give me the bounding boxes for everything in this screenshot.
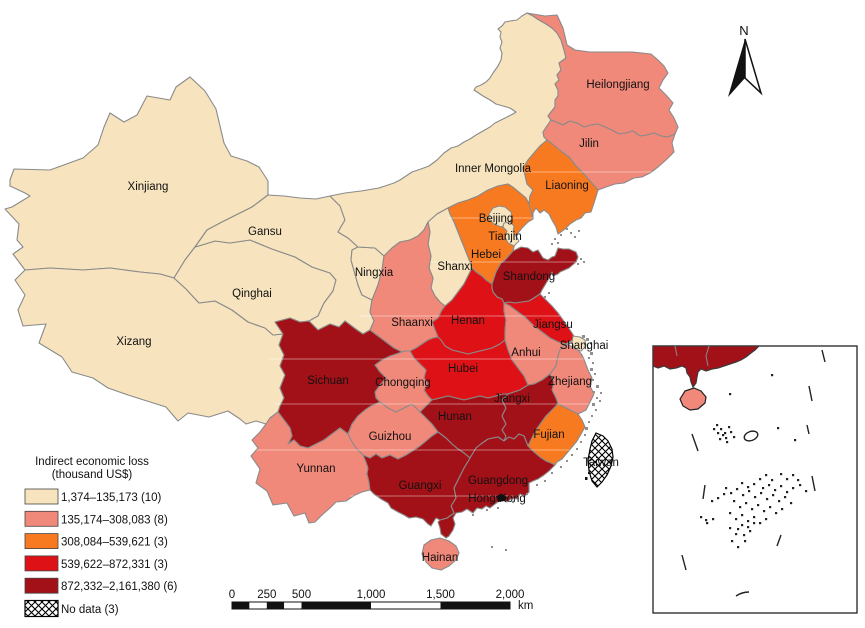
svg-text:Shanxi: Shanxi [437, 261, 472, 273]
svg-text:Sichuan: Sichuan [307, 375, 349, 387]
svg-text:Jiangsu: Jiangsu [533, 319, 573, 331]
svg-text:Guizhou: Guizhou [369, 431, 412, 443]
svg-text:(thousand US$): (thousand US$) [52, 469, 133, 481]
svg-text:km: km [518, 600, 533, 612]
svg-text:Guangxi: Guangxi [399, 480, 442, 492]
svg-text:Chongqing: Chongqing [375, 377, 431, 389]
svg-text:Ningxia: Ningxia [355, 267, 394, 279]
svg-text:Fujian: Fujian [533, 429, 564, 441]
svg-text:Jiangxi: Jiangxi [494, 393, 530, 405]
svg-text:Shanghai: Shanghai [560, 340, 609, 352]
svg-text:2,000: 2,000 [496, 589, 525, 601]
svg-text:Hunan: Hunan [438, 411, 472, 423]
svg-text:Xinjiang: Xinjiang [128, 181, 169, 193]
svg-text:250: 250 [257, 589, 276, 601]
svg-text:Taiwan: Taiwan [583, 457, 619, 469]
svg-text:Hebei: Hebei [471, 249, 501, 261]
svg-text:500: 500 [292, 589, 311, 601]
svg-text:Hong Kong: Hong Kong [468, 493, 526, 505]
svg-text:Zhejiang: Zhejiang [548, 376, 592, 388]
svg-text:Tianjin: Tianjin [488, 231, 521, 243]
svg-text:Indirect economic loss: Indirect economic loss [35, 456, 149, 468]
svg-text:0: 0 [229, 589, 235, 601]
svg-text:135,174–308,083 (8): 135,174–308,083 (8) [61, 514, 168, 526]
svg-text:539,622–872,331 (3): 539,622–872,331 (3) [61, 559, 168, 571]
svg-text:Hainan: Hainan [422, 552, 458, 564]
svg-text:872,332–2,161,380 (6): 872,332–2,161,380 (6) [61, 581, 178, 593]
svg-text:Shaanxi: Shaanxi [391, 317, 433, 329]
svg-text:Henan: Henan [451, 315, 485, 327]
svg-text:No data (3): No data (3) [61, 604, 119, 616]
svg-text:Jilin: Jilin [579, 138, 599, 150]
svg-text:Inner Mongolia: Inner Mongolia [455, 163, 532, 175]
svg-text:Hubei: Hubei [448, 363, 478, 375]
svg-text:Liaoning: Liaoning [545, 180, 588, 192]
svg-text:1,000: 1,000 [357, 589, 386, 601]
svg-text:1,374–135,173 (10): 1,374–135,173 (10) [61, 492, 162, 504]
svg-text:1,500: 1,500 [426, 589, 455, 601]
svg-text:Qinghai: Qinghai [232, 288, 272, 300]
svg-text:N: N [739, 23, 748, 38]
svg-text:Anhui: Anhui [511, 347, 540, 359]
svg-text:308,084–539,621 (3): 308,084–539,621 (3) [61, 537, 168, 549]
svg-text:Beijing: Beijing [479, 213, 514, 225]
svg-text:Guangdong: Guangdong [468, 475, 528, 487]
svg-text:Yunnan: Yunnan [296, 463, 335, 475]
svg-text:Shandong: Shandong [503, 271, 555, 283]
svg-text:Heilongjiang: Heilongjiang [586, 79, 649, 91]
svg-text:Gansu: Gansu [248, 226, 282, 238]
svg-text:Xizang: Xizang [116, 336, 151, 348]
